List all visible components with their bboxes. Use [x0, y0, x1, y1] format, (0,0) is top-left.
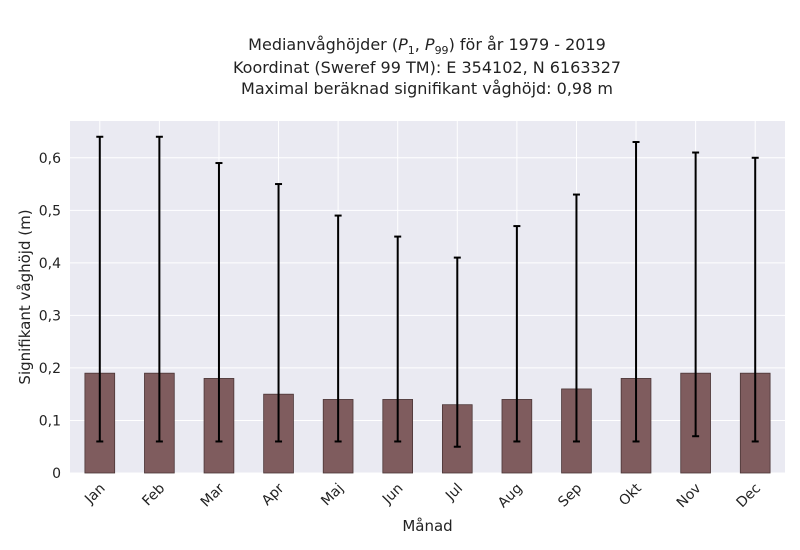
chart-title-line-2: Koordinat (Sweref 99 TM): E 354102, N 61…	[232, 58, 622, 77]
error-bar-jun	[394, 235, 402, 443]
error-bar-jan	[96, 135, 104, 443]
y-tick-label: 0,3	[39, 308, 61, 324]
x-tick-label-maj: Maj	[318, 481, 347, 510]
chart-title-line-1: Medianvåghöjder (P1, P99) för år 1979 - …	[248, 35, 606, 58]
y-axis-ticks: 0 0,1 0,2 0,3 0,4 0,5 0,6	[39, 151, 61, 482]
x-tick-label-sep: Sep	[555, 480, 585, 510]
y-tick-label: 0	[52, 466, 61, 482]
x-tick-label-apr: Apr	[259, 480, 288, 509]
x-tick-label-okt: Okt	[616, 480, 645, 509]
x-axis-label: Månad	[402, 517, 452, 535]
error-bar-dec	[751, 156, 759, 443]
x-tick-label-jan: Jan	[81, 481, 108, 508]
y-axis-label: Signifikant våghöjd (m)	[16, 209, 34, 384]
x-tick-label-mar: Mar	[198, 480, 228, 510]
error-bar-apr	[275, 183, 283, 443]
x-tick-label-dec: Dec	[734, 481, 764, 511]
error-bar-mar	[215, 162, 223, 443]
error-bar-feb	[155, 135, 163, 443]
error-bar-nov	[692, 151, 700, 438]
y-tick-label: 0,4	[39, 256, 61, 272]
x-tick-label-nov: Nov	[674, 481, 705, 512]
x-axis-ticks: Jan Feb Mar Apr Maj Jun Jul Aug Sep Okt Nov Dec	[81, 480, 764, 511]
error-bar-okt	[632, 141, 640, 443]
x-tick-label-feb: Feb	[139, 480, 168, 509]
error-bar-sep	[572, 193, 580, 443]
y-tick-label: 0,5	[39, 203, 61, 219]
x-tick-label-aug: Aug	[495, 481, 526, 512]
plot-background	[70, 121, 785, 473]
error-bar-maj	[334, 214, 342, 443]
x-tick-label-jun: Jun	[379, 481, 406, 508]
error-bar-aug	[513, 225, 521, 443]
y-tick-label: 0,1	[39, 413, 61, 429]
x-tick-label-jul: Jul	[442, 481, 466, 505]
chart-title-line-3: Maximal beräknad signifikant våghöjd: 0,…	[241, 79, 613, 98]
error-bar-jul	[453, 256, 461, 448]
y-tick-label: 0,6	[39, 151, 61, 167]
error-bars	[96, 135, 759, 448]
y-tick-label: 0,2	[39, 361, 61, 377]
